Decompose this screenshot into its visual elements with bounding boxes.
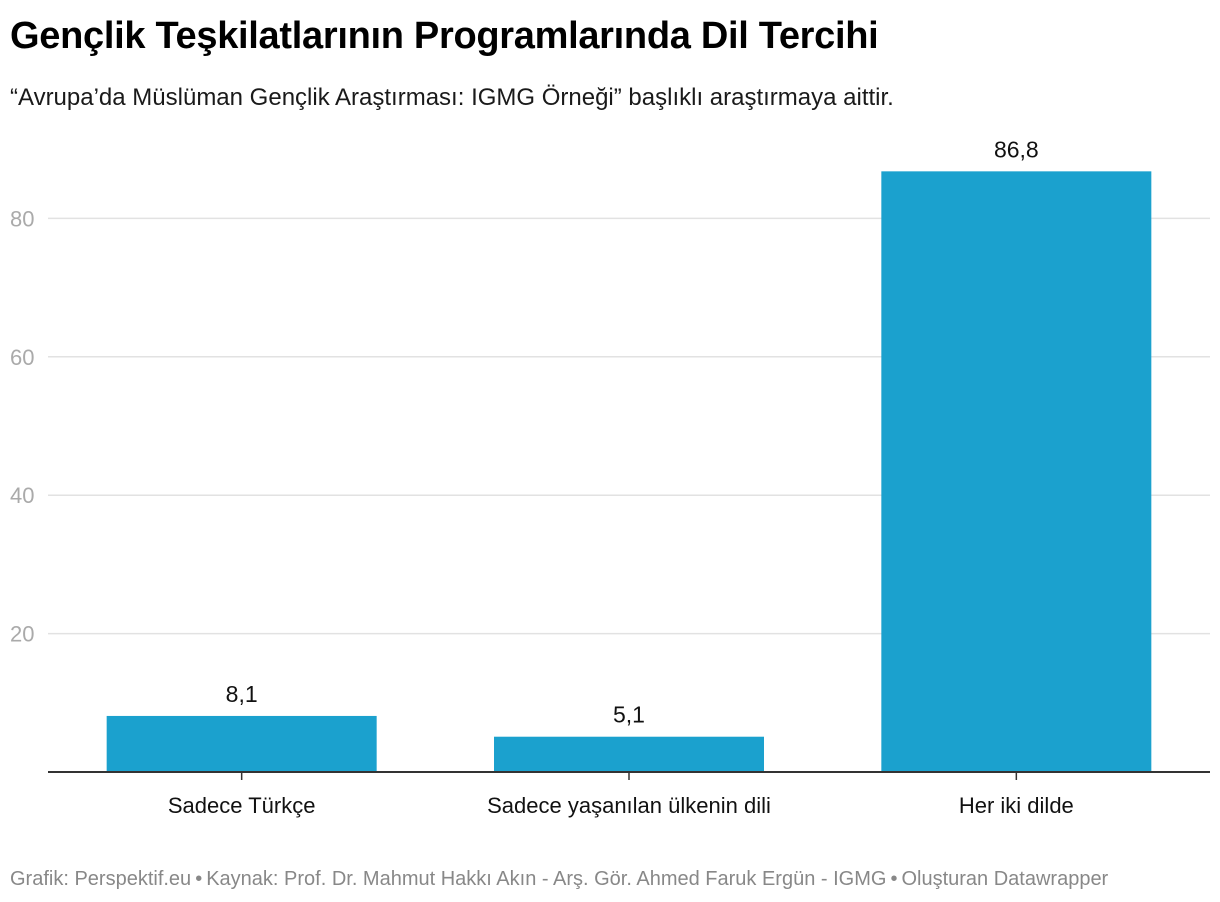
bar (494, 736, 764, 772)
bar (106, 715, 377, 772)
footer-datawrapper-credit: Oluşturan Datawrapper (901, 868, 1109, 890)
footer-separator: • (195, 868, 203, 890)
bar (881, 171, 1152, 772)
chart-title: Gençlik Teşkilatlarının Programlarında D… (10, 15, 879, 57)
x-axis-labels: Sadece Türkçe Sadece yaşanılan ülkenin di… (168, 793, 1074, 818)
y-tick-label: 20 (10, 622, 34, 647)
footer-separator: • (890, 868, 898, 890)
y-tick-label: 80 (10, 206, 34, 231)
x-category-label: Her iki dilde (959, 793, 1074, 818)
x-axis (48, 771, 1210, 780)
y-axis-ticks: 20 40 60 80 (10, 206, 34, 646)
chart-footer: Grafik: Perspektif.eu • Kaynak: Prof. Dr. … (10, 865, 1108, 893)
footer-graphic-credit: Grafik: Perspektif.eu (10, 868, 192, 890)
x-category-label: Sadece yaşanılan ülkenin dili (487, 793, 771, 818)
bar-value-label: 86,8 (994, 136, 1039, 162)
y-tick-label: 40 (10, 483, 34, 508)
y-tick-label: 60 (10, 345, 34, 370)
bars (106, 171, 1152, 772)
value-labels: 8,1 5,1 86,8 (226, 136, 1039, 727)
bar-value-label: 8,1 (226, 681, 258, 707)
x-category-label: Sadece Türkçe (168, 793, 316, 818)
chart-subtitle: “Avrupa’da Müslüman Gençlik Araştırması:… (10, 84, 894, 111)
footer-source: Kaynak: Prof. Dr. Mahmut Hakkı Akın - Ar… (206, 868, 887, 890)
bar-value-label: 5,1 (613, 702, 645, 728)
